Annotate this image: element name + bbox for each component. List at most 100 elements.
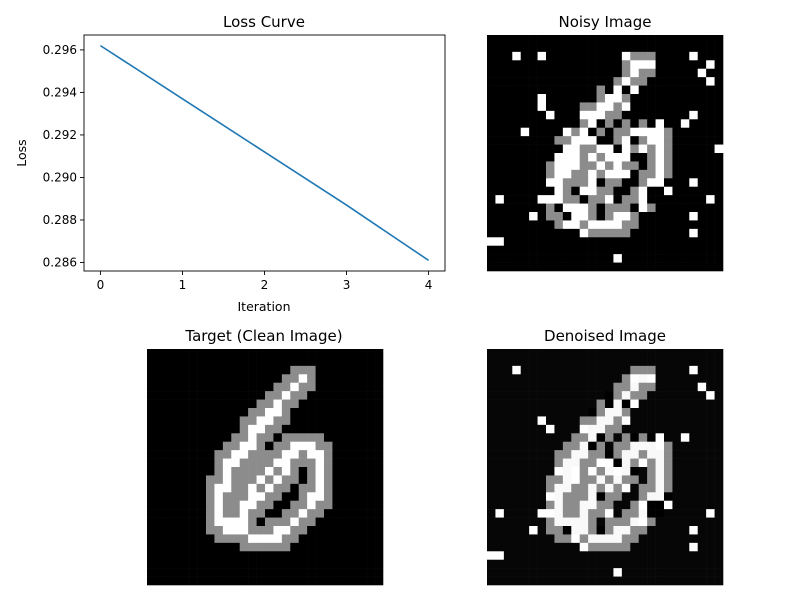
image-pixel xyxy=(664,169,673,179)
image-pixel xyxy=(307,441,316,451)
image-pixel xyxy=(613,245,623,255)
image-pixel xyxy=(546,161,555,171)
image-pixel xyxy=(340,509,350,518)
image-pixel xyxy=(638,237,648,247)
image-pixel xyxy=(546,127,555,137)
image-pixel xyxy=(706,169,715,179)
image-pixel xyxy=(340,349,350,358)
image-pixel xyxy=(605,416,614,426)
image-pixel xyxy=(222,391,232,400)
image-pixel xyxy=(503,509,513,518)
image-pixel xyxy=(307,349,316,358)
image-pixel xyxy=(672,492,682,502)
image-pixel xyxy=(680,77,690,86)
denoised-image-title: Denoised Image xyxy=(544,327,666,345)
image-pixel xyxy=(613,433,623,443)
image-pixel xyxy=(579,94,589,103)
image-pixel xyxy=(605,203,614,213)
image-pixel xyxy=(554,110,564,120)
image-pixel xyxy=(613,237,623,247)
image-pixel xyxy=(307,517,316,527)
image-pixel xyxy=(546,542,555,552)
image-pixel xyxy=(256,500,266,510)
image-pixel xyxy=(239,542,249,552)
image-pixel xyxy=(562,153,572,162)
image-pixel xyxy=(265,483,274,493)
image-pixel xyxy=(239,551,249,561)
image-pixel xyxy=(546,85,555,95)
image-pixel xyxy=(147,551,156,561)
image-pixel xyxy=(546,433,555,443)
image-pixel xyxy=(290,500,300,510)
image-pixel xyxy=(647,509,656,518)
image-pixel xyxy=(298,365,308,375)
image-pixel xyxy=(495,195,505,204)
image-pixel xyxy=(307,416,316,426)
image-pixel xyxy=(596,509,606,518)
image-pixel xyxy=(613,517,623,527)
image-pixel xyxy=(655,186,665,196)
image-pixel xyxy=(588,475,597,485)
image-pixel xyxy=(307,467,316,476)
image-pixel xyxy=(562,458,572,468)
image-pixel xyxy=(546,534,555,544)
image-pixel xyxy=(613,77,623,86)
image-pixel xyxy=(647,526,656,535)
image-pixel xyxy=(605,517,614,527)
image-pixel xyxy=(357,357,367,367)
image-pixel xyxy=(714,374,724,384)
image-pixel xyxy=(332,424,342,434)
image-pixel xyxy=(697,60,707,70)
image-pixel xyxy=(281,559,291,569)
image-pixel xyxy=(689,102,699,112)
image-pixel xyxy=(638,254,648,263)
image-pixel xyxy=(281,357,291,367)
image-pixel xyxy=(298,450,308,459)
image-pixel xyxy=(672,475,682,485)
image-pixel xyxy=(672,186,682,196)
image-pixel xyxy=(655,212,665,221)
image-pixel xyxy=(340,526,350,535)
image-pixel xyxy=(588,153,597,162)
image-pixel xyxy=(638,534,648,544)
image-pixel xyxy=(546,153,555,162)
image-pixel xyxy=(520,408,530,417)
image-pixel xyxy=(680,144,690,154)
image-pixel xyxy=(579,102,589,112)
image-pixel xyxy=(349,526,359,535)
image-pixel xyxy=(495,212,505,221)
image-pixel xyxy=(180,374,190,384)
image-pixel xyxy=(680,169,690,179)
image-pixel xyxy=(672,85,682,95)
image-pixel xyxy=(290,349,300,358)
image-pixel xyxy=(163,408,173,417)
image-pixel xyxy=(714,349,724,358)
image-pixel xyxy=(273,542,283,552)
image-pixel xyxy=(206,391,215,400)
image-pixel xyxy=(630,102,640,112)
image-pixel xyxy=(248,500,257,510)
image-pixel xyxy=(706,228,715,238)
image-pixel xyxy=(680,509,690,518)
image-pixel xyxy=(307,475,316,485)
y-tick-label: 0.296 xyxy=(43,43,77,57)
image-pixel xyxy=(332,576,342,586)
image-pixel xyxy=(349,568,359,577)
image-pixel xyxy=(655,399,665,409)
image-pixel xyxy=(180,542,190,552)
image-pixel xyxy=(579,245,589,255)
image-pixel xyxy=(562,424,572,434)
image-pixel xyxy=(647,433,656,443)
image-pixel xyxy=(672,357,682,367)
image-pixel xyxy=(605,526,614,535)
image-pixel xyxy=(520,136,530,145)
image-pixel xyxy=(613,43,623,53)
image-pixel xyxy=(172,391,182,400)
image-pixel xyxy=(596,534,606,544)
image-pixel xyxy=(231,365,241,375)
image-pixel xyxy=(605,144,614,154)
image-pixel xyxy=(630,349,640,358)
image-pixel xyxy=(537,186,547,196)
image-pixel xyxy=(588,220,597,230)
image-pixel xyxy=(520,399,530,409)
